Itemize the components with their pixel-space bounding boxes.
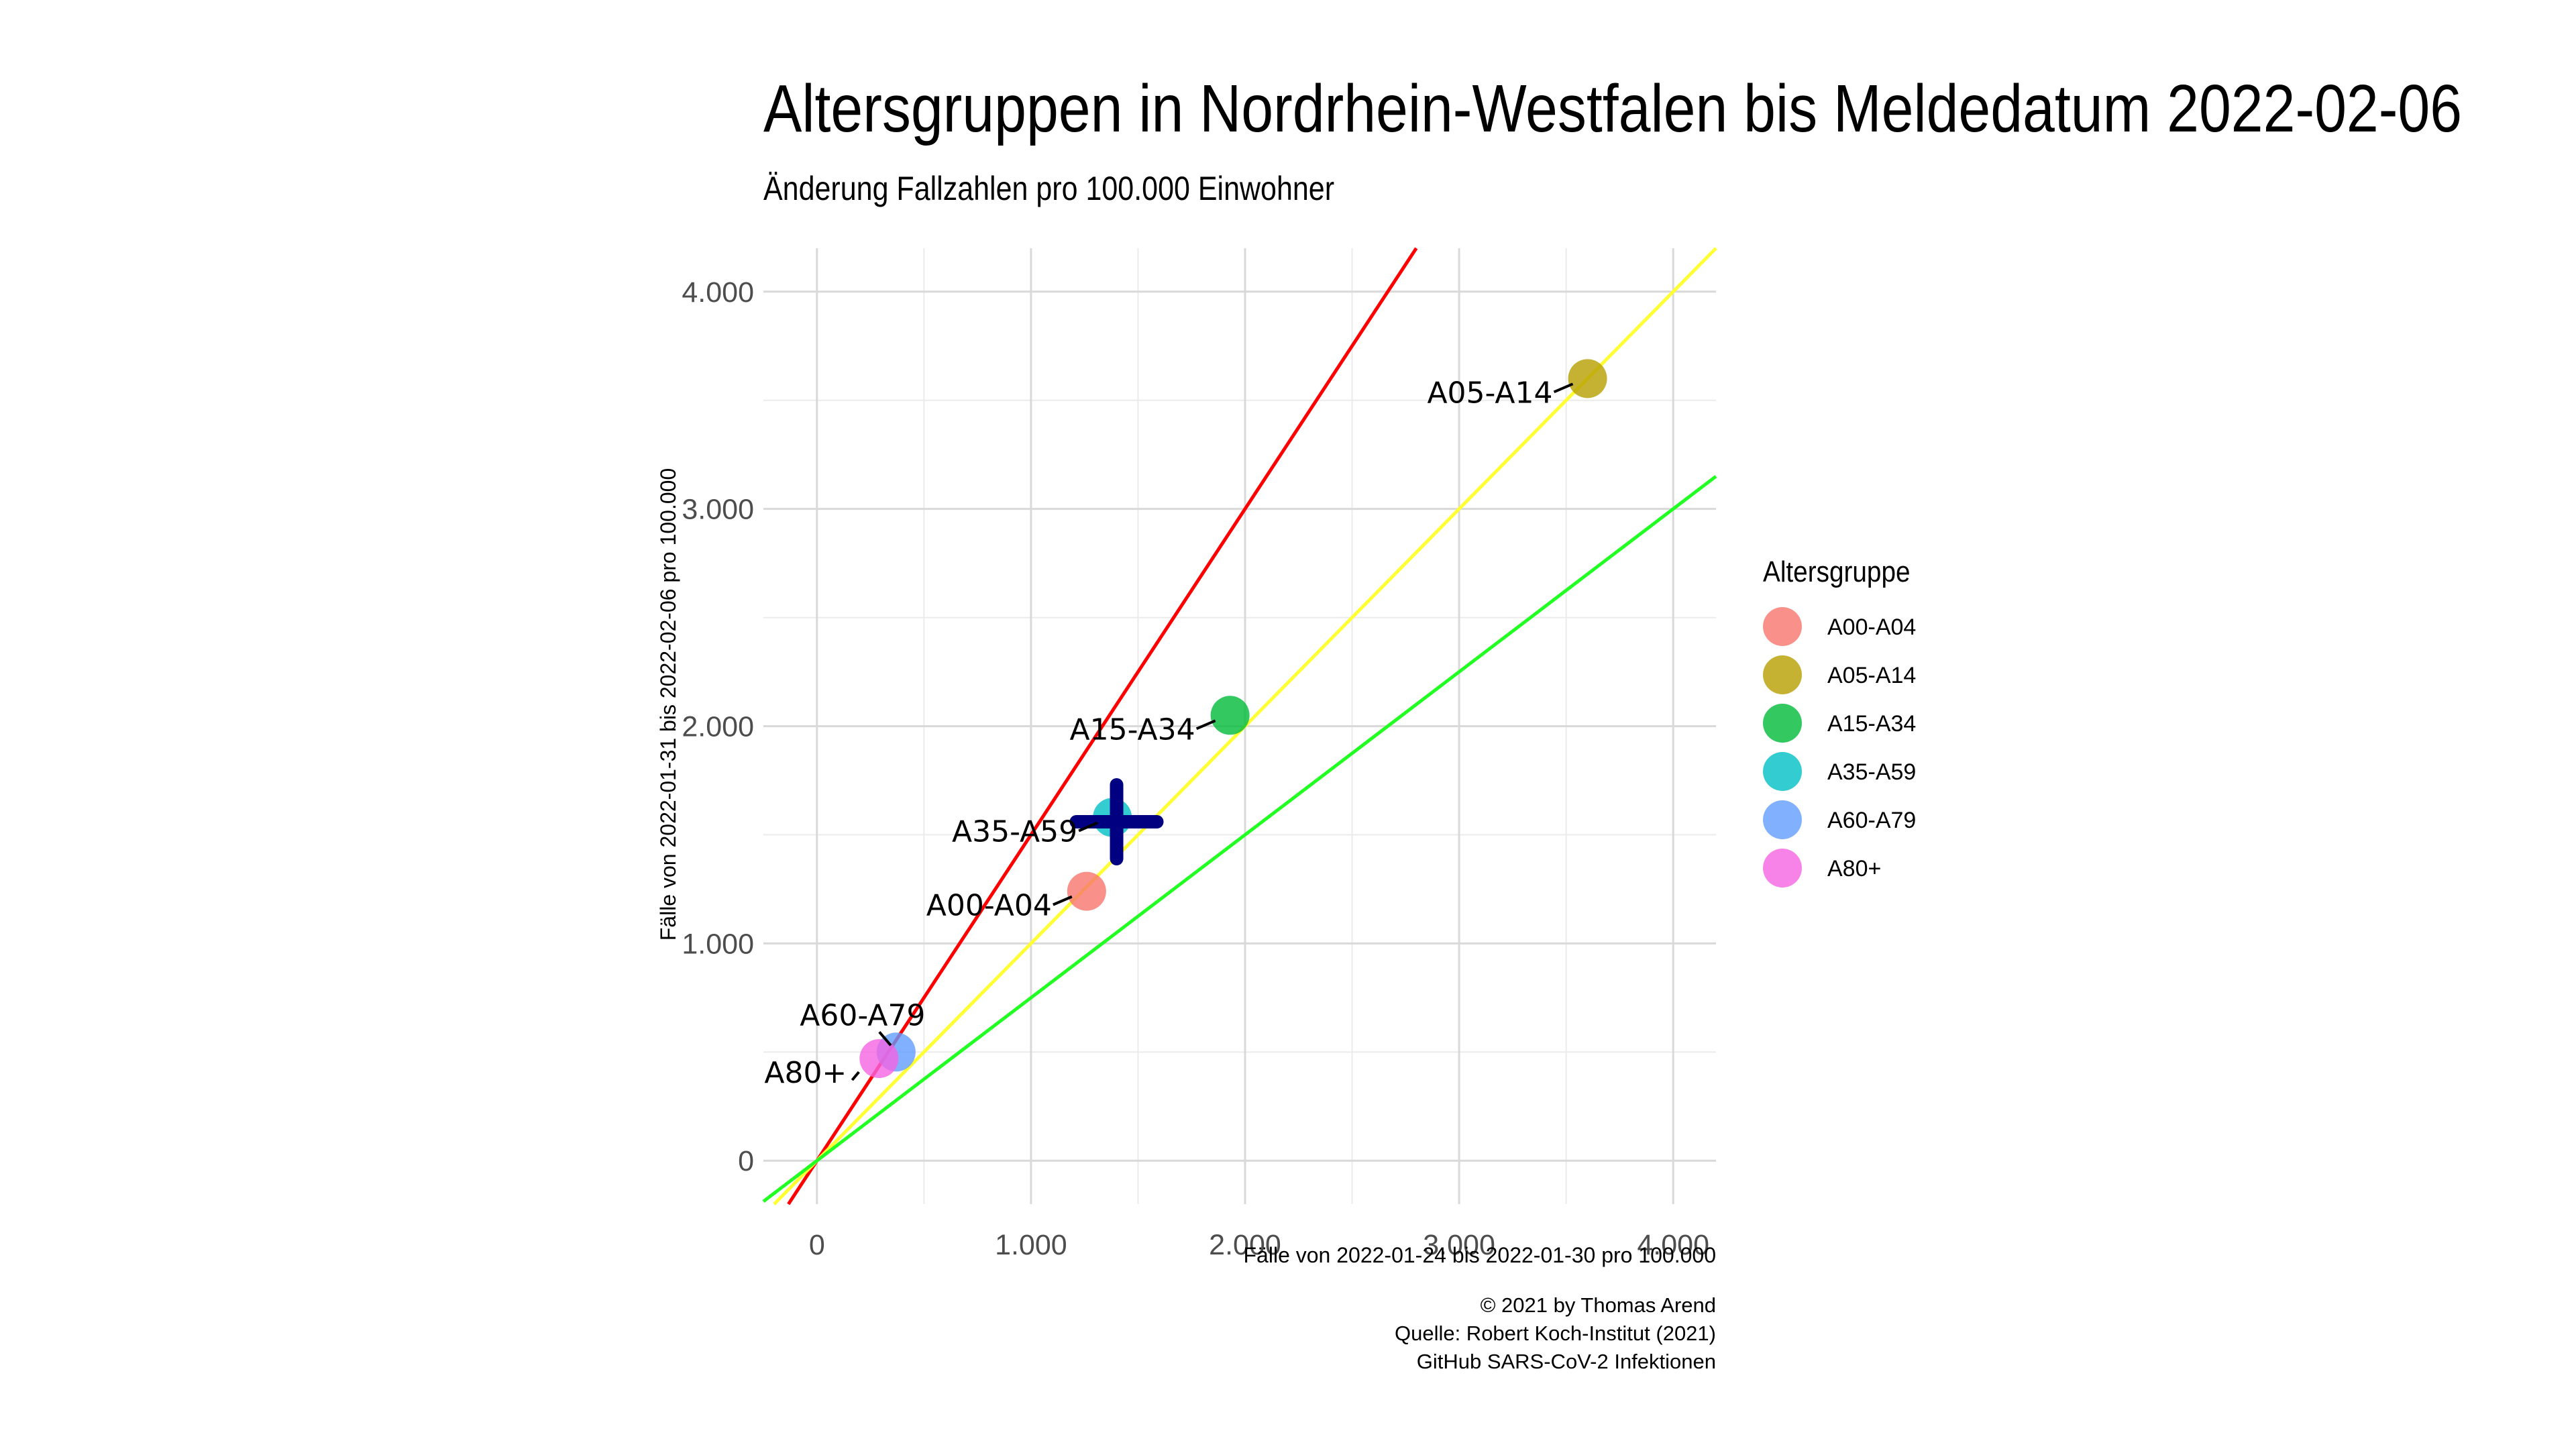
y-axis-label: Fälle von 2022-01-31 bis 2022-02-06 pro … <box>656 468 680 941</box>
chart-subtitle: Änderung Fallzahlen pro 100.000 Einwohne… <box>763 170 1335 207</box>
x-tick-label: 4.000 <box>1637 1229 1709 1261</box>
legend-label: A05-A14 <box>1827 663 1917 688</box>
y-tick-label: 1.000 <box>682 928 754 960</box>
label-connector <box>1053 895 1073 906</box>
label-connector <box>851 1071 860 1081</box>
legend-swatch <box>1763 607 1802 646</box>
reference-line <box>762 475 1717 1203</box>
data-point-a15-a34 <box>1210 696 1250 735</box>
legend-swatch <box>1763 655 1802 694</box>
legend-label: A15-A34 <box>1827 711 1917 737</box>
legend-label: A80+ <box>1827 856 1882 881</box>
label-connector <box>878 1031 892 1046</box>
caption-line-github: GitHub SARS-CoV-2 Infektionen <box>1416 1350 1716 1373</box>
point-label-a80plus: A80+ <box>764 1056 847 1090</box>
y-tick-label: 3.000 <box>682 494 754 526</box>
tick-labels: 0 1.000 2.000 3.000 4.000 0 1.000 2.000 3.000 4.0… <box>682 276 1709 1261</box>
legend-swatch <box>1763 800 1802 839</box>
chart-title: Altersgruppen in Nordrhein-Westfalen bis… <box>763 71 2463 146</box>
caption: © 2021 by Thomas Arend Quelle: Robert Ko… <box>1395 1291 1716 1376</box>
y-tick-label: 0 <box>738 1145 754 1177</box>
legend-item: A05-A14 <box>1763 651 2031 699</box>
x-tick-label: 1.000 <box>995 1229 1067 1261</box>
data-point-a05-a14 <box>1568 359 1607 398</box>
legend-item: A00-A04 <box>1763 602 2031 651</box>
y-tick-label: 2.000 <box>682 711 754 743</box>
data-point-a80plus <box>859 1039 899 1079</box>
x-tick-label: 0 <box>809 1229 825 1261</box>
legend-swatch <box>1763 849 1802 888</box>
legend: A00-A04 A05-A14 A15-A34 A35-A59 A60-A79 A80+ <box>1763 602 2031 892</box>
label-connector <box>1078 821 1098 833</box>
x-tick-label: 3.000 <box>1423 1229 1495 1261</box>
point-label-a60-a79: A60-A79 <box>800 998 925 1032</box>
legend-label: A60-A79 <box>1827 808 1917 833</box>
legend-label: A35-A59 <box>1827 759 1917 785</box>
data-point-a00-a04 <box>1067 871 1106 911</box>
legend-item: A15-A34 <box>1763 699 2031 747</box>
x-axis-label: Fälle von 2022-01-24 bis 2022-01-30 pro … <box>1244 1243 1717 1267</box>
data-points <box>859 359 1607 1079</box>
legend-item: A35-A59 <box>1763 747 2031 796</box>
legend-title: Altersgruppe <box>1763 555 1911 588</box>
point-label-a05-a14: A05-A14 <box>1427 376 1552 410</box>
legend-label: A00-A04 <box>1827 614 1917 640</box>
legend-item: A60-A79 <box>1763 796 2031 844</box>
label-connector <box>1553 382 1574 394</box>
legend-swatch <box>1763 752 1802 791</box>
legend-swatch <box>1763 704 1802 743</box>
point-labels: A00-A04 A05-A14 A15-A34 A35-A59 A60-A79 A80+ <box>764 376 1574 1090</box>
point-label-a15-a34: A15-A34 <box>1070 712 1195 747</box>
point-label-a00-a04: A00-A04 <box>926 889 1052 923</box>
legend-item: A80+ <box>1763 844 2031 892</box>
x-tick-label: 2.000 <box>1209 1229 1281 1261</box>
label-connector <box>1195 719 1216 731</box>
caption-line-source: Quelle: Robert Koch-Institut (2021) <box>1394 1322 1716 1345</box>
caption-line-copyright: © 2021 by Thomas Arend <box>1480 1293 1716 1317</box>
y-tick-label: 4.000 <box>682 276 754 309</box>
point-label-a35-a59: A35-A59 <box>952 815 1077 849</box>
